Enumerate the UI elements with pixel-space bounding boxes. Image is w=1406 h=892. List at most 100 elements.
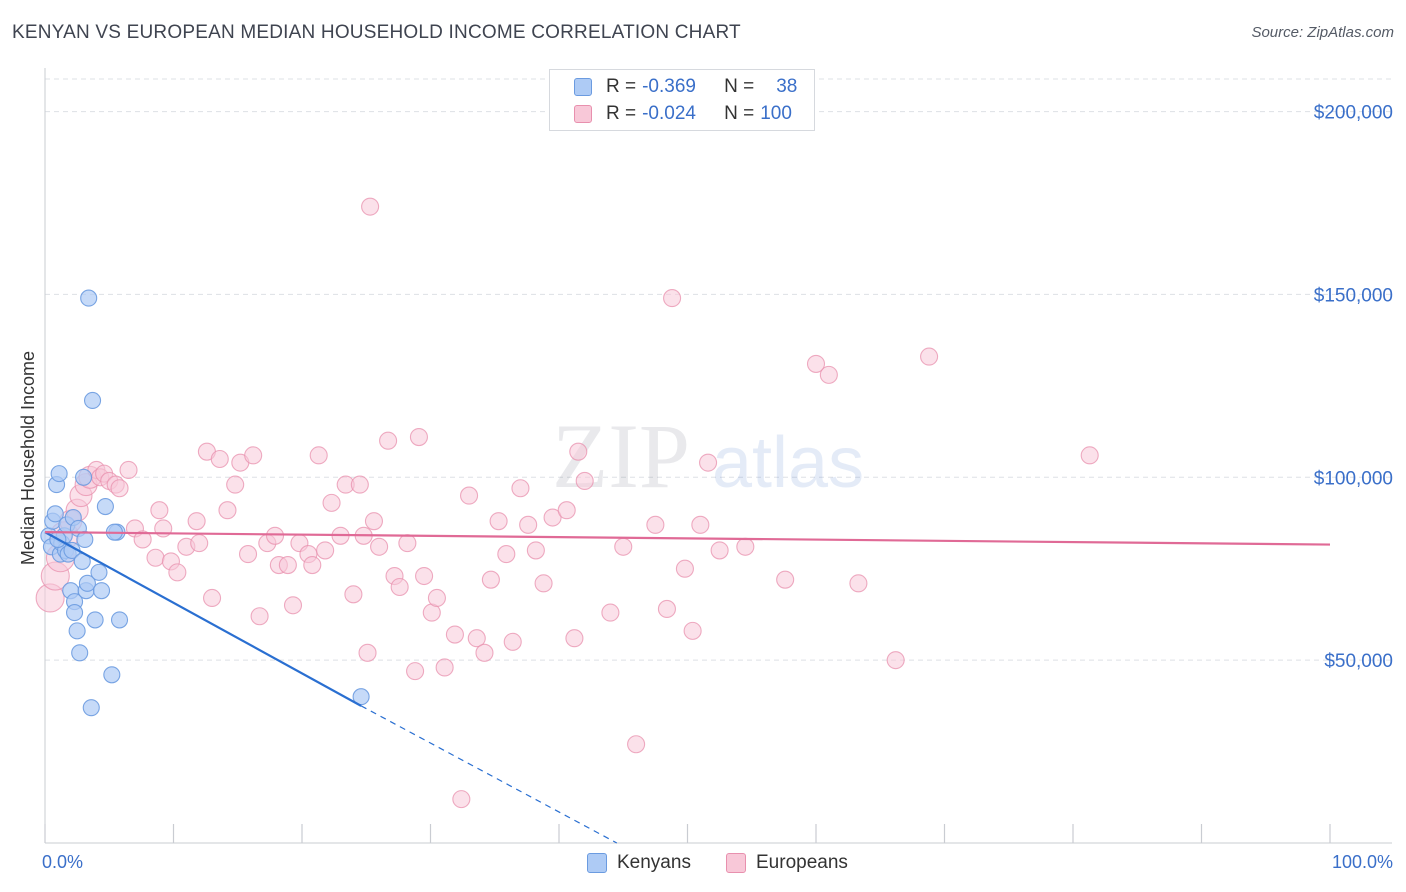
european-point — [445, 625, 464, 644]
european-point — [344, 585, 363, 604]
european-point — [244, 446, 263, 465]
european-point — [489, 512, 508, 531]
european-point — [190, 534, 209, 553]
european-point — [406, 662, 425, 681]
correlation-legend: R = -0.369 N = 38 R = -0.024 N = 100 — [549, 69, 815, 131]
european-point — [459, 486, 479, 505]
european-point — [819, 365, 838, 384]
kenyan-trend-extension — [360, 705, 618, 844]
kenyan-point — [78, 574, 96, 592]
y-tick-label: $50,000 — [1324, 651, 1393, 672]
european-point — [575, 471, 594, 490]
european-point — [427, 588, 446, 608]
series-legend-europeans: Europeans — [726, 852, 848, 874]
legend-row-europeans: R = -0.024 N = 100 — [574, 102, 792, 126]
legend-r-label: R = — [606, 76, 637, 97]
y-tick-label: $200,000 — [1314, 103, 1393, 124]
european-point — [265, 526, 285, 545]
european-point — [736, 537, 755, 556]
european-point — [210, 449, 229, 469]
kenyan-point — [86, 611, 104, 629]
european-point — [390, 577, 409, 597]
watermark: ZIP atlas — [552, 405, 864, 507]
european-point — [283, 596, 303, 615]
legend-r-label: R = — [606, 103, 637, 124]
european-point — [370, 537, 389, 556]
legend-n-value: 100 — [760, 103, 792, 124]
european-point — [646, 515, 665, 534]
kenyan-point — [103, 666, 121, 684]
european-point — [168, 563, 187, 582]
european-point — [238, 545, 258, 564]
european-point — [557, 501, 576, 520]
european-point — [146, 548, 165, 567]
european-point — [565, 629, 584, 648]
european-point — [226, 475, 245, 494]
european-point — [481, 570, 500, 589]
x-tick-label-max: 100.0% — [1331, 852, 1393, 872]
european-point — [309, 446, 328, 465]
axes — [44, 68, 1392, 844]
kenyan-point — [75, 468, 93, 486]
source-label: Source: ZipAtlas.com — [1251, 24, 1394, 41]
european-point — [133, 530, 152, 549]
european-point — [511, 479, 530, 498]
watermark-atlas: atlas — [712, 423, 864, 503]
legend-row-kenyans: R = -0.369 N = 38 — [574, 75, 797, 99]
european-trend-line — [44, 531, 1331, 546]
european-point — [601, 603, 620, 622]
legend-swatch-kenyans — [574, 78, 592, 96]
european-point — [409, 428, 428, 447]
y-tick-label: $150,000 — [1314, 285, 1393, 306]
european-point — [683, 621, 702, 640]
european-point — [110, 479, 129, 498]
european-point — [534, 574, 553, 593]
european-point — [316, 541, 335, 560]
kenyans-points — [40, 289, 370, 717]
european-point — [627, 735, 646, 754]
european-point — [691, 515, 710, 534]
european-point — [920, 347, 939, 366]
trend-lines — [44, 531, 1331, 844]
series-legend-kenyans: Kenyans — [587, 852, 691, 874]
legend-n-label: N = — [724, 76, 755, 97]
european-point — [806, 354, 826, 373]
grid-lines — [45, 78, 1392, 661]
european-point — [569, 442, 588, 461]
legend-swatch-europeans — [574, 105, 592, 123]
legend-r-value: -0.369 — [642, 76, 696, 97]
european-point — [119, 460, 138, 480]
european-point — [497, 545, 516, 564]
european-point — [303, 556, 322, 575]
y-tick-labels: $50,000 $100,000 $150,000 $200,000 — [1314, 103, 1393, 673]
european-point — [250, 607, 269, 626]
kenyan-trend-line — [44, 531, 362, 707]
european-point — [350, 475, 369, 494]
european-point — [203, 588, 222, 608]
european-point — [379, 431, 398, 450]
european-point — [475, 643, 494, 662]
european-point — [398, 534, 417, 553]
series-swatch-europeans — [726, 853, 746, 873]
european-point — [886, 651, 905, 670]
legend-r-value: -0.024 — [642, 103, 696, 124]
europeans-points — [35, 197, 1099, 809]
kenyan-point — [50, 465, 68, 483]
kenyan-point — [68, 622, 86, 640]
series-label-europeans: Europeans — [756, 852, 848, 873]
series-swatch-kenyans — [587, 853, 607, 873]
european-point — [543, 508, 562, 527]
kenyan-point — [76, 530, 94, 549]
european-point — [435, 658, 454, 677]
kenyan-point — [110, 611, 129, 629]
european-point — [657, 599, 676, 618]
european-point — [415, 566, 434, 586]
european-point — [663, 289, 682, 308]
european-point — [218, 501, 237, 520]
kenyan-point — [90, 563, 108, 581]
kenyan-point — [92, 582, 111, 600]
european-point — [503, 632, 522, 651]
european-point — [614, 537, 633, 556]
kenyan-point — [83, 391, 102, 410]
